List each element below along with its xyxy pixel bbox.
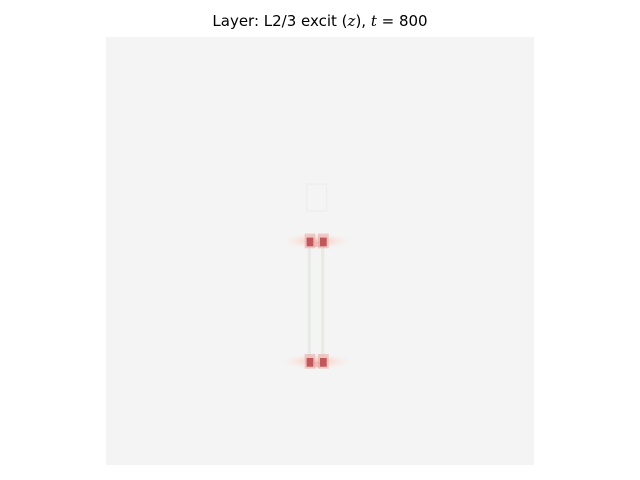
right-vertical-faint-line	[321, 244, 325, 358]
hotspot-bridge-row-30	[313, 241, 320, 247]
title-time-var: t	[370, 12, 377, 30]
lower-pink-halo	[279, 352, 354, 371]
upper-left-red-hotspot	[306, 237, 314, 247]
chart-title: Layer: L2/3 excit (z), t = 800	[0, 12, 640, 30]
title-var: z	[347, 12, 356, 30]
lower-left-red-hotspot	[306, 358, 314, 367]
left-vertical-faint-line	[307, 244, 311, 358]
title-eq: =	[376, 12, 399, 30]
hotspot-bridge-row-48	[313, 362, 320, 368]
lower-right-red-hotspot	[320, 358, 327, 367]
faint-square-outline	[305, 183, 328, 212]
title-mid: ),	[355, 12, 371, 30]
title-time-value: 800	[398, 12, 428, 30]
heatmap-background	[106, 37, 534, 465]
upper-pink-halo	[279, 232, 354, 250]
title-prefix: Layer: L2/3 excit (	[212, 12, 348, 30]
upper-right-red-hotspot	[320, 237, 327, 247]
